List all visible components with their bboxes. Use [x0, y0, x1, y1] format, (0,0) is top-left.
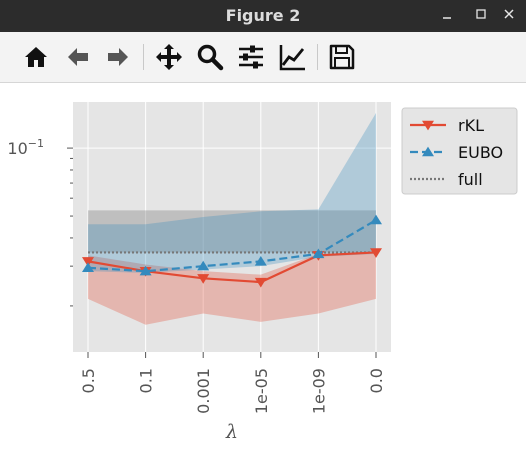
- forward-button[interactable]: [102, 41, 134, 73]
- axes-background: [73, 102, 391, 352]
- EUBO-band: [88, 113, 376, 273]
- legend-marker: [422, 146, 434, 157]
- legend-box: [401, 107, 518, 195]
- x-axis-label: λ: [225, 421, 238, 443]
- xtick-label: 0.5: [79, 368, 98, 393]
- save-button[interactable]: [326, 41, 358, 73]
- home-icon: [25, 47, 47, 67]
- minimize-button[interactable]: [432, 0, 462, 32]
- ytick-label: 10−1: [7, 137, 44, 158]
- pan-button[interactable]: [153, 41, 185, 73]
- window-title: Figure 2: [225, 6, 301, 25]
- legend-marker: [422, 120, 434, 131]
- edit-axis-button[interactable]: [277, 41, 309, 73]
- axis-ticks: 0.5 0.1 0.001 1e-05 1e-09 0.0: [67, 147, 386, 414]
- window-titlebar: Figure 2: [0, 0, 526, 32]
- legend-label: EUBO: [458, 143, 503, 162]
- xtick-label: 0.0: [367, 368, 386, 393]
- rKL-point: [82, 257, 94, 267]
- figure-canvas[interactable]: 0.5 0.1 0.001 1e-05 1e-09 0.0 10−1 λ rKL EUBO f…: [0, 82, 526, 461]
- home-button[interactable]: [20, 41, 52, 73]
- xtick-label: 1e-05: [252, 368, 271, 414]
- configure-subplots-button[interactable]: [235, 41, 267, 73]
- save-icon: [329, 44, 355, 70]
- EUBO-point: [254, 255, 267, 266]
- EUBO-point: [82, 262, 94, 272]
- confidence-bands: [88, 113, 376, 325]
- rKL-point: [254, 277, 267, 288]
- configure-subplots-icon: [239, 45, 263, 69]
- xtick-label: 0.1: [137, 368, 156, 393]
- rKL-band: [88, 253, 376, 325]
- legend-label: full: [458, 170, 483, 189]
- EUBO-point: [197, 260, 210, 271]
- legend-entry-rKL: rKL: [410, 116, 484, 135]
- EUBO-line: [87, 219, 377, 273]
- forward-icon: [108, 48, 128, 66]
- maximize-icon: [476, 9, 486, 19]
- legend-entry-EUBO: EUBO: [410, 143, 503, 162]
- legend-label: rKL: [458, 116, 484, 135]
- legend-entry-full: full: [410, 170, 483, 189]
- xtick-label: 1e-09: [309, 368, 328, 414]
- EUBO-point: [139, 265, 152, 276]
- grid: [73, 102, 391, 352]
- pan-icon: [156, 44, 182, 70]
- maximize-button[interactable]: [466, 0, 496, 32]
- zoom-button[interactable]: [194, 41, 226, 73]
- toolbar-separator: [143, 44, 144, 70]
- rKL-point: [197, 274, 210, 284]
- rKL-point: [370, 248, 382, 258]
- EUBO-point: [312, 248, 325, 259]
- minimize-icon: [443, 17, 451, 19]
- toolbar-separator: [317, 44, 318, 70]
- edit-axis-icon: [279, 45, 305, 71]
- back-icon: [68, 48, 88, 66]
- matplotlib-toolbar: [0, 32, 526, 83]
- full-band: [88, 210, 376, 253]
- xtick-label: 0.001: [194, 368, 213, 414]
- legend[interactable]: rKL EUBO full: [401, 107, 518, 195]
- back-button[interactable]: [62, 41, 94, 73]
- close-icon: [504, 9, 514, 19]
- series-lines: [82, 214, 382, 288]
- EUBO-point: [370, 214, 382, 225]
- close-button[interactable]: [494, 0, 524, 32]
- zoom-icon: [197, 44, 224, 71]
